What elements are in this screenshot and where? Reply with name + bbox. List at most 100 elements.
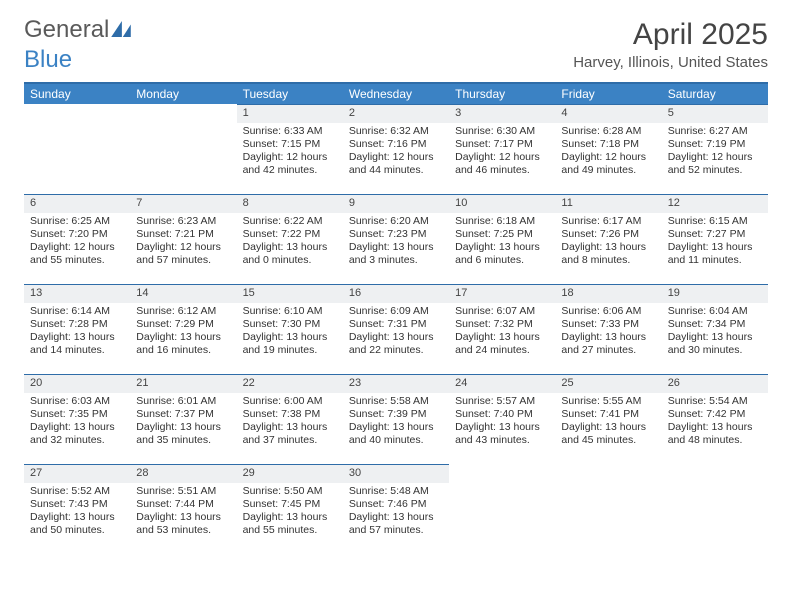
- sunset-line: Sunset: 7:42 PM: [668, 408, 762, 421]
- calendar-cell: [130, 104, 236, 194]
- day-number: 29: [237, 464, 343, 483]
- sunrise-line: Sunrise: 6:17 AM: [561, 215, 655, 228]
- logo-text-general: General: [24, 16, 109, 43]
- sunrise-line: Sunrise: 6:07 AM: [455, 305, 549, 318]
- day-number: 16: [343, 284, 449, 303]
- calendar-cell: 6Sunrise: 6:25 AMSunset: 7:20 PMDaylight…: [24, 194, 130, 284]
- daylight-line: Daylight: 13 hours and 35 minutes.: [136, 421, 230, 447]
- logo-text-blue: Blue: [24, 46, 72, 73]
- sunrise-line: Sunrise: 5:58 AM: [349, 395, 443, 408]
- day-details: Sunrise: 6:27 AMSunset: 7:19 PMDaylight:…: [662, 123, 768, 182]
- day-number: 9: [343, 194, 449, 213]
- sunrise-line: Sunrise: 6:22 AM: [243, 215, 337, 228]
- calendar-cell: 28Sunrise: 5:51 AMSunset: 7:44 PMDayligh…: [130, 464, 236, 554]
- calendar-cell: 25Sunrise: 5:55 AMSunset: 7:41 PMDayligh…: [555, 374, 661, 464]
- day-number: 6: [24, 194, 130, 213]
- sunrise-line: Sunrise: 6:32 AM: [349, 125, 443, 138]
- sunrise-line: Sunrise: 5:51 AM: [136, 485, 230, 498]
- calendar-cell: 8Sunrise: 6:22 AMSunset: 7:22 PMDaylight…: [237, 194, 343, 284]
- day-number: 17: [449, 284, 555, 303]
- calendar-body: 1Sunrise: 6:33 AMSunset: 7:15 PMDaylight…: [24, 104, 768, 554]
- sunset-line: Sunset: 7:28 PM: [30, 318, 124, 331]
- sunset-line: Sunset: 7:22 PM: [243, 228, 337, 241]
- daylight-line: Daylight: 13 hours and 16 minutes.: [136, 331, 230, 357]
- page-title: April 2025: [573, 18, 768, 52]
- sunrise-line: Sunrise: 6:20 AM: [349, 215, 443, 228]
- sunset-line: Sunset: 7:23 PM: [349, 228, 443, 241]
- calendar-cell: 15Sunrise: 6:10 AMSunset: 7:30 PMDayligh…: [237, 284, 343, 374]
- daylight-line: Daylight: 13 hours and 8 minutes.: [561, 241, 655, 267]
- calendar-cell: 4Sunrise: 6:28 AMSunset: 7:18 PMDaylight…: [555, 104, 661, 194]
- calendar-cell: 20Sunrise: 6:03 AMSunset: 7:35 PMDayligh…: [24, 374, 130, 464]
- calendar-cell: [662, 464, 768, 554]
- day-number: 27: [24, 464, 130, 483]
- sunset-line: Sunset: 7:34 PM: [668, 318, 762, 331]
- daylight-line: Daylight: 13 hours and 57 minutes.: [349, 511, 443, 537]
- calendar-cell: 18Sunrise: 6:06 AMSunset: 7:33 PMDayligh…: [555, 284, 661, 374]
- daylight-line: Daylight: 13 hours and 14 minutes.: [30, 331, 124, 357]
- sunset-line: Sunset: 7:17 PM: [455, 138, 549, 151]
- day-number: 25: [555, 374, 661, 393]
- sunrise-line: Sunrise: 6:18 AM: [455, 215, 549, 228]
- daylight-line: Daylight: 12 hours and 46 minutes.: [455, 151, 549, 177]
- sunrise-line: Sunrise: 6:25 AM: [30, 215, 124, 228]
- day-number: 8: [237, 194, 343, 213]
- day-number: 18: [555, 284, 661, 303]
- sunset-line: Sunset: 7:15 PM: [243, 138, 337, 151]
- sunrise-line: Sunrise: 5:48 AM: [349, 485, 443, 498]
- day-number: 26: [662, 374, 768, 393]
- sunrise-line: Sunrise: 5:50 AM: [243, 485, 337, 498]
- day-details: Sunrise: 6:00 AMSunset: 7:38 PMDaylight:…: [237, 393, 343, 452]
- daylight-line: Daylight: 12 hours and 52 minutes.: [668, 151, 762, 177]
- day-details: Sunrise: 6:04 AMSunset: 7:34 PMDaylight:…: [662, 303, 768, 362]
- sunrise-line: Sunrise: 5:54 AM: [668, 395, 762, 408]
- day-details: Sunrise: 6:25 AMSunset: 7:20 PMDaylight:…: [24, 213, 130, 272]
- day-number: 20: [24, 374, 130, 393]
- daylight-line: Daylight: 13 hours and 3 minutes.: [349, 241, 443, 267]
- sunrise-line: Sunrise: 6:15 AM: [668, 215, 762, 228]
- sunset-line: Sunset: 7:21 PM: [136, 228, 230, 241]
- calendar-week-row: 13Sunrise: 6:14 AMSunset: 7:28 PMDayligh…: [24, 284, 768, 374]
- calendar-cell: [555, 464, 661, 554]
- logo: General Blue: [24, 18, 131, 72]
- day-number: 23: [343, 374, 449, 393]
- day-details: Sunrise: 6:17 AMSunset: 7:26 PMDaylight:…: [555, 213, 661, 272]
- day-number: 22: [237, 374, 343, 393]
- sunset-line: Sunset: 7:43 PM: [30, 498, 124, 511]
- day-details: Sunrise: 6:14 AMSunset: 7:28 PMDaylight:…: [24, 303, 130, 362]
- day-details: Sunrise: 5:51 AMSunset: 7:44 PMDaylight:…: [130, 483, 236, 542]
- daylight-line: Daylight: 13 hours and 53 minutes.: [136, 511, 230, 537]
- daylight-line: Daylight: 13 hours and 40 minutes.: [349, 421, 443, 447]
- calendar-cell: [24, 104, 130, 194]
- calendar-cell: 14Sunrise: 6:12 AMSunset: 7:29 PMDayligh…: [130, 284, 236, 374]
- title-block: April 2025 Harvey, Illinois, United Stat…: [573, 18, 768, 71]
- day-details: Sunrise: 5:54 AMSunset: 7:42 PMDaylight:…: [662, 393, 768, 452]
- day-details: Sunrise: 6:33 AMSunset: 7:15 PMDaylight:…: [237, 123, 343, 182]
- day-details: Sunrise: 5:55 AMSunset: 7:41 PMDaylight:…: [555, 393, 661, 452]
- calendar-cell: 9 Sunrise: 6:20 AMSunset: 7:23 PMDaylight…: [343, 194, 449, 284]
- sunrise-line: Sunrise: 6:04 AM: [668, 305, 762, 318]
- calendar-table: SundayMondayTuesdayWednesdayThursdayFrid…: [24, 82, 768, 554]
- weekday-header: Saturday: [662, 83, 768, 104]
- calendar-cell: 5Sunrise: 6:27 AMSunset: 7:19 PMDaylight…: [662, 104, 768, 194]
- sunrise-line: Sunrise: 6:14 AM: [30, 305, 124, 318]
- day-details: Sunrise: 6:10 AMSunset: 7:30 PMDaylight:…: [237, 303, 343, 362]
- sunset-line: Sunset: 7:46 PM: [349, 498, 443, 511]
- calendar-week-row: 27Sunrise: 5:52 AMSunset: 7:43 PMDayligh…: [24, 464, 768, 554]
- calendar-cell: 7Sunrise: 6:23 AMSunset: 7:21 PMDaylight…: [130, 194, 236, 284]
- day-details: Sunrise: 6:12 AMSunset: 7:29 PMDaylight:…: [130, 303, 236, 362]
- sunset-line: Sunset: 7:45 PM: [243, 498, 337, 511]
- day-number: 1: [237, 104, 343, 123]
- daylight-line: Daylight: 12 hours and 49 minutes.: [561, 151, 655, 177]
- daylight-line: Daylight: 13 hours and 43 minutes.: [455, 421, 549, 447]
- day-details: Sunrise: 5:57 AMSunset: 7:40 PMDaylight:…: [449, 393, 555, 452]
- day-number: 4: [555, 104, 661, 123]
- daylight-line: Daylight: 13 hours and 19 minutes.: [243, 331, 337, 357]
- daylight-line: Daylight: 13 hours and 50 minutes.: [30, 511, 124, 537]
- sunset-line: Sunset: 7:37 PM: [136, 408, 230, 421]
- sunset-line: Sunset: 7:27 PM: [668, 228, 762, 241]
- day-details: Sunrise: 5:48 AMSunset: 7:46 PMDaylight:…: [343, 483, 449, 542]
- day-number: 28: [130, 464, 236, 483]
- day-details: Sunrise: 6:30 AMSunset: 7:17 PMDaylight:…: [449, 123, 555, 182]
- weekday-header: Tuesday: [237, 83, 343, 104]
